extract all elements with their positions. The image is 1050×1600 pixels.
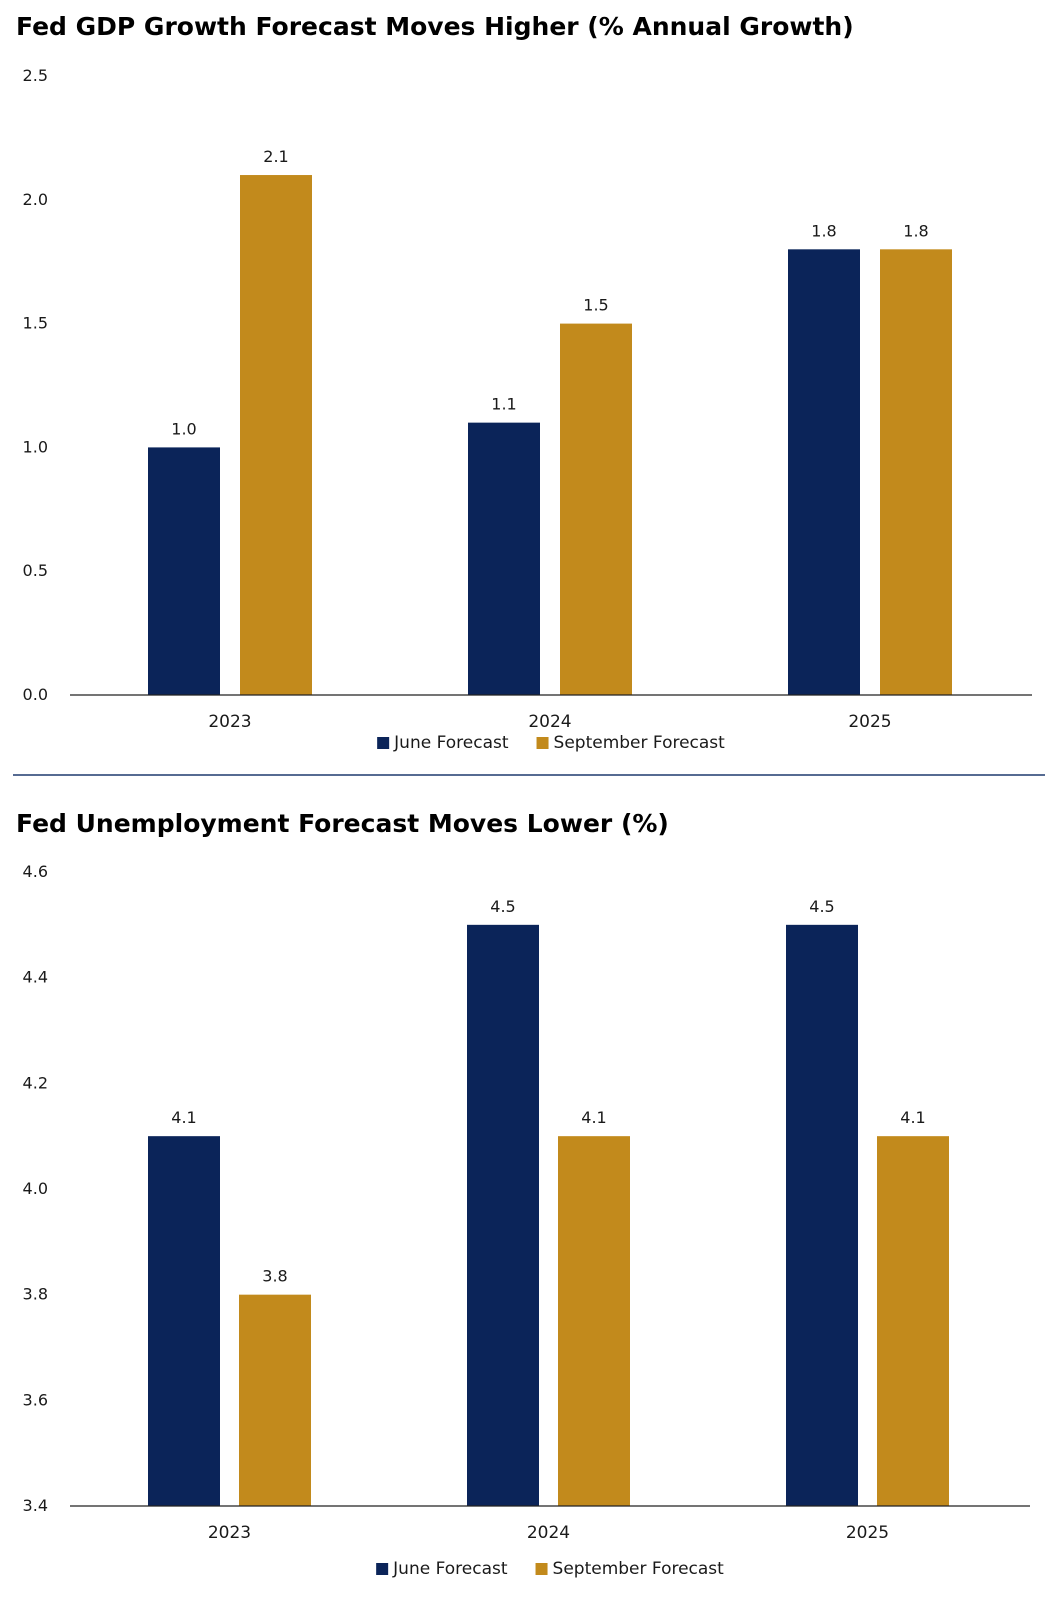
bar-june-2023 bbox=[148, 1136, 220, 1506]
x-axis: 2023 2024 2025 bbox=[208, 1523, 889, 1543]
data-label: 1.0 bbox=[171, 419, 196, 438]
bar-september-2024 bbox=[558, 1136, 630, 1506]
legend-swatch bbox=[376, 1563, 389, 1575]
gdp-growth-chart: Fed GDP Growth Forecast Moves Higher (% … bbox=[16, 12, 1032, 753]
bar-september-2025 bbox=[877, 1136, 949, 1506]
data-labels: 1.0 2.1 1.1 1.5 1.8 1.8 bbox=[171, 147, 928, 438]
data-label: 1.8 bbox=[811, 221, 836, 240]
bar-june-2023 bbox=[148, 447, 220, 695]
data-label: 2.1 bbox=[263, 147, 288, 166]
legend-label: June Forecast bbox=[392, 1559, 508, 1579]
legend-swatch bbox=[536, 737, 549, 749]
y-tick-label: 4.4 bbox=[23, 968, 48, 987]
data-label: 4.5 bbox=[809, 897, 834, 916]
legend-label: June Forecast bbox=[393, 733, 509, 753]
bar-june-2024 bbox=[468, 422, 540, 695]
bar-june-2025 bbox=[786, 924, 858, 1506]
y-axis: 0.0 0.5 1.0 1.5 2.0 2.5 bbox=[23, 66, 48, 704]
x-tick-label: 2025 bbox=[846, 1523, 889, 1543]
data-label: 1.1 bbox=[491, 395, 516, 414]
bar-june-2024 bbox=[467, 924, 539, 1506]
x-tick-label: 2024 bbox=[528, 712, 571, 732]
x-axis: 2023 2024 2025 bbox=[208, 712, 891, 732]
legend-swatch bbox=[377, 737, 390, 749]
y-tick-label: 2.5 bbox=[23, 66, 48, 85]
x-tick-label: 2025 bbox=[848, 712, 891, 732]
data-label: 1.5 bbox=[583, 296, 608, 315]
legend: June Forecast September Forecast bbox=[377, 733, 725, 753]
bar-group bbox=[148, 924, 949, 1506]
y-tick-label: 4.2 bbox=[23, 1073, 48, 1092]
y-tick-label: 2.0 bbox=[23, 190, 48, 209]
data-label: 4.1 bbox=[900, 1108, 925, 1127]
y-tick-label: 1.0 bbox=[23, 437, 48, 456]
y-tick-label: 3.4 bbox=[23, 1496, 48, 1515]
x-tick-label: 2023 bbox=[208, 712, 251, 732]
legend: June Forecast September Forecast bbox=[376, 1559, 724, 1579]
bar-september-2023 bbox=[239, 1294, 311, 1506]
legend-label: September Forecast bbox=[554, 733, 726, 753]
data-labels: 4.1 3.8 4.5 4.1 4.5 4.1 bbox=[171, 897, 925, 1286]
bar-september-2024 bbox=[560, 323, 632, 695]
x-tick-label: 2024 bbox=[527, 1523, 570, 1543]
x-tick-label: 2023 bbox=[208, 1523, 251, 1543]
y-axis: 3.4 3.6 3.8 4.0 4.2 4.4 4.6 bbox=[23, 862, 48, 1515]
data-label: 4.1 bbox=[171, 1108, 196, 1127]
y-tick-label: 1.5 bbox=[23, 314, 48, 333]
data-label: 1.8 bbox=[903, 221, 928, 240]
unemployment-chart: Fed Unemployment Forecast Moves Lower (%… bbox=[16, 809, 1030, 1579]
y-tick-label: 0.5 bbox=[23, 561, 48, 580]
bar-june-2025 bbox=[788, 249, 860, 695]
bar-september-2025 bbox=[880, 249, 952, 695]
data-label: 4.5 bbox=[490, 897, 515, 916]
y-tick-label: 4.0 bbox=[23, 1179, 48, 1198]
bar-group bbox=[148, 175, 952, 696]
y-tick-label: 3.8 bbox=[23, 1285, 48, 1304]
y-tick-label: 0.0 bbox=[23, 685, 48, 704]
data-label: 3.8 bbox=[262, 1267, 287, 1286]
y-tick-label: 4.6 bbox=[23, 862, 48, 881]
chart-title: Fed Unemployment Forecast Moves Lower (%… bbox=[16, 809, 669, 838]
bar-september-2023 bbox=[240, 175, 312, 696]
legend-swatch bbox=[535, 1563, 548, 1575]
data-label: 4.1 bbox=[581, 1108, 606, 1127]
chart-title: Fed GDP Growth Forecast Moves Higher (% … bbox=[16, 12, 854, 41]
legend-label: September Forecast bbox=[553, 1559, 725, 1579]
y-tick-label: 3.6 bbox=[23, 1390, 48, 1409]
